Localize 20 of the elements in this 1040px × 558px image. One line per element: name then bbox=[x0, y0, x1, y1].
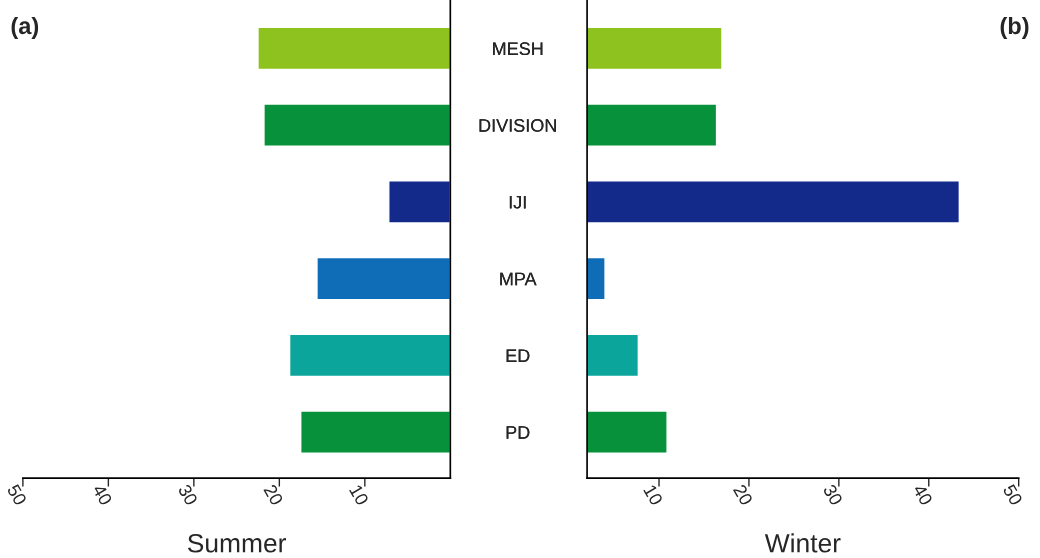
x-tick-label: 10 bbox=[643, 484, 664, 507]
y-tick-label: PD bbox=[506, 426, 530, 439]
x-tick-label: 20 bbox=[263, 483, 284, 507]
x-tick-label: 30 bbox=[177, 483, 199, 507]
y-tick-label: MESH bbox=[493, 42, 543, 56]
y-tick-label: DIVISION bbox=[479, 119, 556, 132]
x-tick-label: 20 bbox=[732, 483, 754, 507]
x-axis-title: Winter bbox=[764, 533, 841, 553]
x-tick-label: 30 bbox=[822, 483, 844, 507]
x-tick-label: 50 bbox=[6, 483, 28, 507]
annotation: (a) bbox=[11, 16, 39, 39]
x-tick-label: 50 bbox=[1002, 483, 1023, 507]
x-tick-label: 40 bbox=[912, 483, 934, 507]
x-tick-label: 40 bbox=[92, 483, 113, 507]
y-tick-label: MPA bbox=[500, 272, 537, 286]
y-tick-label: ED bbox=[506, 349, 530, 362]
x-axis-title: Summer bbox=[187, 533, 287, 553]
annotation: (b) bbox=[1000, 16, 1029, 39]
y-tick-label: IJI bbox=[509, 196, 526, 209]
x-tick-label: 10 bbox=[349, 484, 370, 507]
